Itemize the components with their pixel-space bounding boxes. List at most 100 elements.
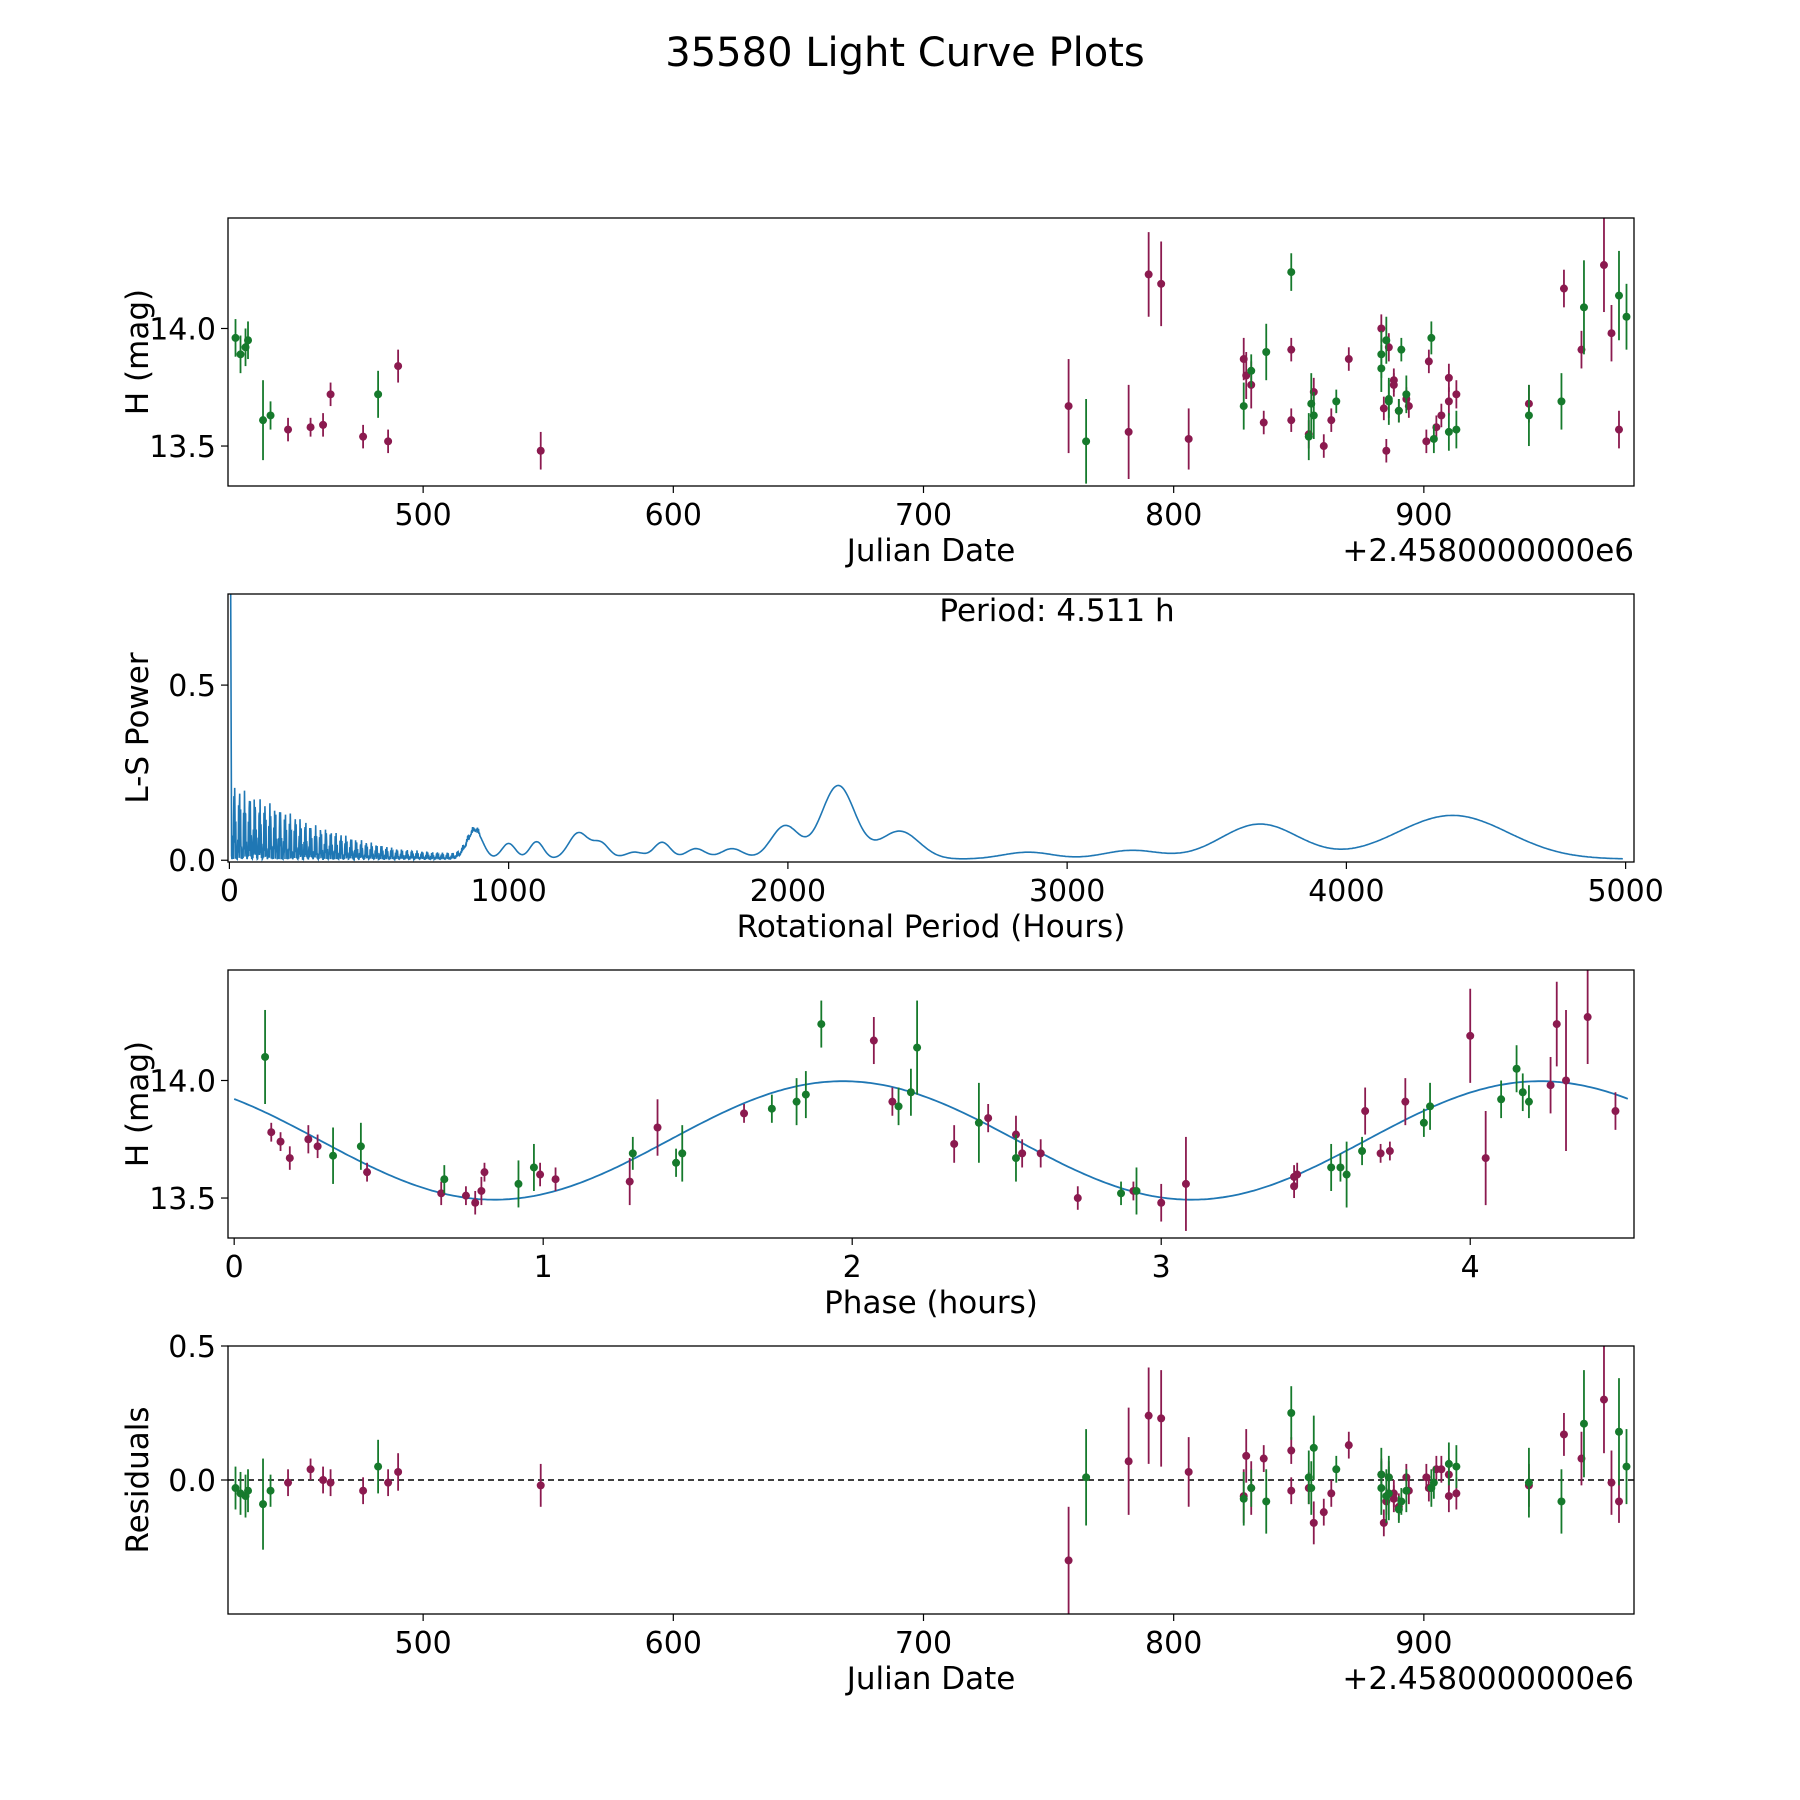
plot-frame: [227, 1345, 1635, 1615]
data-point: [261, 1052, 270, 1061]
data-point: [1259, 1454, 1268, 1463]
data-point: [1481, 1154, 1490, 1163]
data-point: [1552, 1020, 1561, 1029]
data-point: [1466, 1031, 1475, 1040]
data-point: [1422, 437, 1431, 446]
data-points: [231, 1346, 1631, 1614]
data-point: [1036, 1149, 1045, 1158]
data-point: [306, 423, 315, 432]
data-point: [1389, 380, 1398, 389]
data-point: [1614, 1427, 1623, 1436]
data-point: [461, 1191, 470, 1200]
data-point: [1184, 1467, 1193, 1476]
data-point: [374, 390, 383, 399]
data-point: [1583, 1013, 1592, 1022]
x-tick-label: 700: [895, 498, 952, 533]
data-point: [384, 437, 393, 446]
data-point: [1614, 1497, 1623, 1506]
data-point: [259, 1500, 268, 1509]
x-tick-label: 800: [1145, 498, 1202, 533]
data-point: [1607, 1478, 1616, 1487]
data-point: [1124, 1457, 1133, 1466]
data-point: [1361, 1107, 1370, 1116]
data-point: [1344, 1441, 1353, 1450]
data-point: [359, 432, 368, 441]
y-axis-label: Residuals: [120, 1406, 156, 1553]
data-point: [359, 1486, 368, 1495]
x-tick-label: 4000: [1308, 874, 1384, 909]
data-point: [1319, 1508, 1328, 1517]
data-point: [1287, 416, 1296, 425]
data-point: [384, 1478, 393, 1487]
data-point: [1401, 1097, 1410, 1106]
plot-frame: [227, 593, 1635, 863]
x-tick-label: 1000: [470, 874, 546, 909]
data-point: [888, 1097, 897, 1106]
data-point: [1382, 446, 1391, 455]
x-tick-label: 800: [1145, 1626, 1202, 1661]
data-point: [1379, 404, 1388, 413]
data-point: [306, 1465, 315, 1474]
y-tick-label: 0.5: [168, 669, 216, 704]
data-point: [1309, 411, 1318, 420]
data-point: [1497, 1095, 1506, 1104]
data-point: [266, 1486, 275, 1495]
data-point: [1397, 1497, 1406, 1506]
data-point: [1384, 395, 1393, 404]
data-point: [984, 1114, 993, 1123]
data-points: [261, 970, 1620, 1231]
y-tick-label: 0.5: [168, 1330, 216, 1365]
data-point: [974, 1118, 983, 1127]
x-tick-label: 4: [1461, 1250, 1480, 1285]
data-point: [1327, 1163, 1336, 1172]
x-axis-label: Julian Date: [845, 1661, 1016, 1697]
data-point: [1402, 390, 1411, 399]
data-point: [285, 1154, 294, 1163]
data-point: [1287, 345, 1296, 354]
x-tick-label: 500: [395, 1626, 452, 1661]
data-point: [1117, 1189, 1126, 1198]
y-tick-label: 13.5: [149, 430, 216, 465]
data-point: [1385, 1147, 1394, 1156]
data-point: [363, 1168, 372, 1177]
y-axis-label: L-S Power: [120, 652, 156, 803]
data-point: [1144, 1411, 1153, 1420]
data-point: [326, 390, 335, 399]
data-point: [1342, 1170, 1351, 1179]
data-point: [1124, 427, 1133, 436]
data-point: [284, 425, 293, 434]
data-point: [1384, 1473, 1393, 1482]
data-point: [1011, 1154, 1020, 1163]
x-tick-label: 500: [395, 498, 452, 533]
data-point: [1376, 1149, 1385, 1158]
data-point: [356, 1142, 365, 1151]
data-point: [529, 1163, 538, 1172]
data-point: [1377, 324, 1386, 333]
data-point: [1382, 336, 1391, 345]
plot-frame: [227, 969, 1635, 1239]
data-point: [678, 1149, 687, 1158]
data-point: [1082, 437, 1091, 446]
y-tick-label: 14.0: [149, 1064, 216, 1099]
data-point: [471, 1198, 480, 1207]
data-point: [1259, 418, 1268, 427]
x-tick-label: 600: [645, 1626, 702, 1661]
data-point: [1559, 1430, 1568, 1439]
data-point: [1184, 434, 1193, 443]
data-point: [1157, 279, 1166, 288]
data-point: [536, 446, 545, 455]
data-point: [1377, 364, 1386, 373]
data-point: [1599, 1395, 1608, 1404]
data-point: [1358, 1147, 1367, 1156]
data-point: [374, 1462, 383, 1471]
data-point: [1424, 357, 1433, 366]
data-point: [1262, 1497, 1271, 1506]
data-point: [1426, 1102, 1435, 1111]
data-point: [1389, 1494, 1398, 1503]
data-point: [1064, 402, 1073, 411]
data-point: [267, 1128, 276, 1137]
data-point: [1287, 1486, 1296, 1495]
data-point: [1444, 1492, 1453, 1501]
data-point: [1452, 425, 1461, 434]
data-point: [950, 1139, 959, 1148]
